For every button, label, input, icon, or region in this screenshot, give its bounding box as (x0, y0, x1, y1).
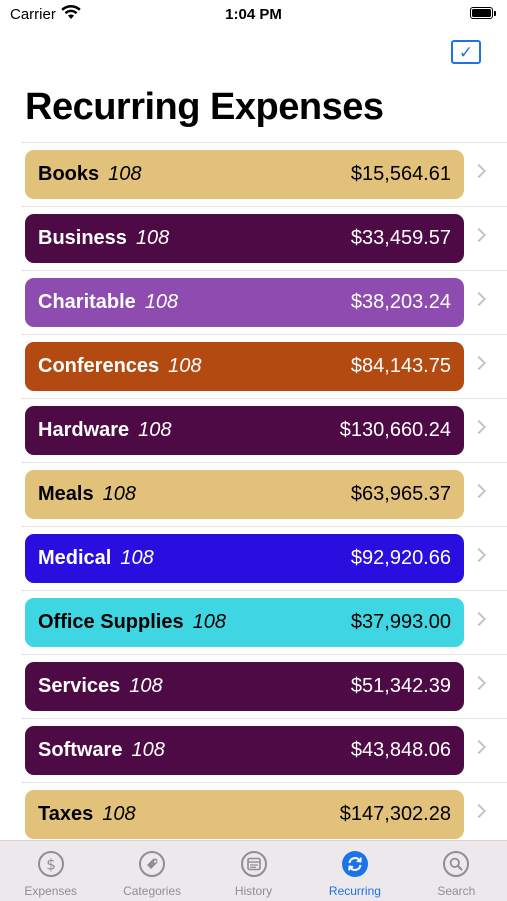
tab-label: History (234, 884, 273, 898)
category-pill[interactable]: Conferences 108 $84,143.75 (25, 342, 464, 391)
category-pill[interactable]: Charitable 108 $38,203.24 (25, 278, 464, 327)
category-row[interactable]: Charitable 108 $38,203.24 (21, 271, 507, 335)
category-row[interactable]: Meals 108 $63,965.37 (21, 463, 507, 527)
category-pill[interactable]: Books 108 $15,564.61 (25, 150, 464, 199)
category-count: 108 (131, 739, 165, 761)
chevron-right-icon (471, 611, 487, 627)
chevron-right-icon (471, 547, 487, 563)
tab-bar: $ Expenses Categories History Recurring (0, 840, 507, 901)
tab-expenses[interactable]: $ Expenses (0, 841, 101, 901)
category-count: 108 (102, 483, 136, 505)
tab-categories[interactable]: Categories (101, 841, 202, 901)
chevron-right-icon (471, 739, 487, 755)
tab-label: Search (437, 884, 476, 898)
category-row[interactable]: Office Supplies 108 $37,993.00 (21, 591, 507, 655)
category-name: Taxes (38, 803, 94, 825)
category-name: Software (38, 739, 123, 761)
category-amount: $147,302.28 (339, 803, 451, 825)
tab-search[interactable]: Search (406, 841, 507, 901)
category-amount: $43,848.06 (350, 739, 451, 761)
chevron-right-icon (471, 355, 487, 371)
category-amount: $33,459.57 (350, 227, 451, 249)
category-name: Books (38, 163, 100, 185)
svg-text:$: $ (46, 856, 56, 874)
category-amount: $15,564.61 (350, 163, 451, 185)
category-count: 108 (102, 803, 136, 825)
category-name: Hardware (38, 419, 130, 441)
category-amount: $51,342.39 (350, 675, 451, 697)
history-icon (240, 851, 267, 877)
category-count: 108 (120, 547, 154, 569)
category-count: 108 (129, 675, 163, 697)
tag-icon (139, 851, 166, 877)
category-amount: $84,143.75 (350, 355, 451, 377)
category-name: Office Supplies (38, 611, 184, 633)
dollar-circle-icon: $ (37, 851, 64, 877)
category-amount: $130,660.24 (339, 419, 451, 441)
battery-icon (470, 7, 497, 20)
category-name: Business (38, 227, 127, 249)
wifi-icon (61, 5, 81, 19)
chevron-right-icon (471, 419, 487, 435)
category-name: Conferences (38, 355, 160, 377)
category-amount: $37,993.00 (350, 611, 451, 633)
category-row[interactable]: Services 108 $51,342.39 (21, 655, 507, 719)
tab-label: Recurring (328, 884, 381, 898)
status-time: 1:04 PM (225, 6, 282, 23)
category-count: 108 (135, 227, 170, 249)
category-pill[interactable]: Taxes 108 $147,302.28 (25, 790, 464, 839)
carrier-label: Carrier (10, 6, 56, 23)
category-pill[interactable]: Meals 108 $63,965.37 (25, 470, 464, 519)
category-amount: $92,920.66 (350, 547, 451, 569)
tab-history[interactable]: History (203, 841, 304, 901)
tab-label: Expenses (24, 884, 78, 898)
category-row[interactable]: Hardware 108 $130,660.24 (21, 399, 507, 463)
category-count: 108 (168, 355, 202, 377)
chevron-right-icon (471, 291, 487, 307)
category-count: 108 (144, 291, 179, 313)
category-row[interactable]: Books 108 $15,564.61 (21, 143, 507, 207)
category-amount: $38,203.24 (350, 291, 451, 313)
category-pill[interactable]: Software 108 $43,848.06 (25, 726, 464, 775)
checkbox-icon[interactable]: ✓ (451, 40, 481, 64)
category-pill[interactable]: Hardware 108 $130,660.24 (25, 406, 464, 455)
chevron-right-icon (471, 675, 487, 691)
chevron-right-icon (471, 483, 487, 499)
category-row[interactable]: Software 108 $43,848.06 (21, 719, 507, 783)
page-title: Recurring Expenses (25, 86, 384, 128)
status-bar: Carrier 1:04 PM (0, 0, 507, 30)
search-icon (443, 851, 470, 877)
category-list: Books 108 $15,564.61 Business 108 $33,459.57 C… (21, 142, 507, 847)
category-name: Charitable (38, 291, 136, 313)
category-count: 108 (108, 163, 142, 185)
tab-label: Categories (123, 884, 182, 898)
category-count: 108 (192, 611, 226, 633)
category-row[interactable]: Medical 108 $92,920.66 (21, 527, 507, 591)
category-count: 108 (138, 419, 172, 441)
category-row[interactable]: Business 108 $33,459.57 (21, 207, 507, 271)
chevron-right-icon (471, 227, 487, 243)
tab-recurring[interactable]: Recurring (304, 841, 405, 901)
chevron-right-icon (471, 803, 487, 819)
chevron-right-icon (471, 163, 487, 179)
category-name: Medical (38, 547, 112, 569)
list-top-separator (21, 142, 507, 143)
category-row[interactable]: Taxes 108 $147,302.28 (21, 783, 507, 847)
category-pill[interactable]: Services 108 $51,342.39 (25, 662, 464, 711)
category-name: Meals (38, 483, 94, 505)
category-pill[interactable]: Medical 108 $92,920.66 (25, 534, 464, 583)
category-amount: $63,965.37 (350, 483, 451, 505)
category-row[interactable]: Conferences 108 $84,143.75 (21, 335, 507, 399)
category-pill[interactable]: Business 108 $33,459.57 (25, 214, 464, 263)
category-pill[interactable]: Office Supplies 108 $37,993.00 (25, 598, 464, 647)
recurring-icon (341, 851, 368, 877)
category-name: Services (38, 675, 121, 697)
